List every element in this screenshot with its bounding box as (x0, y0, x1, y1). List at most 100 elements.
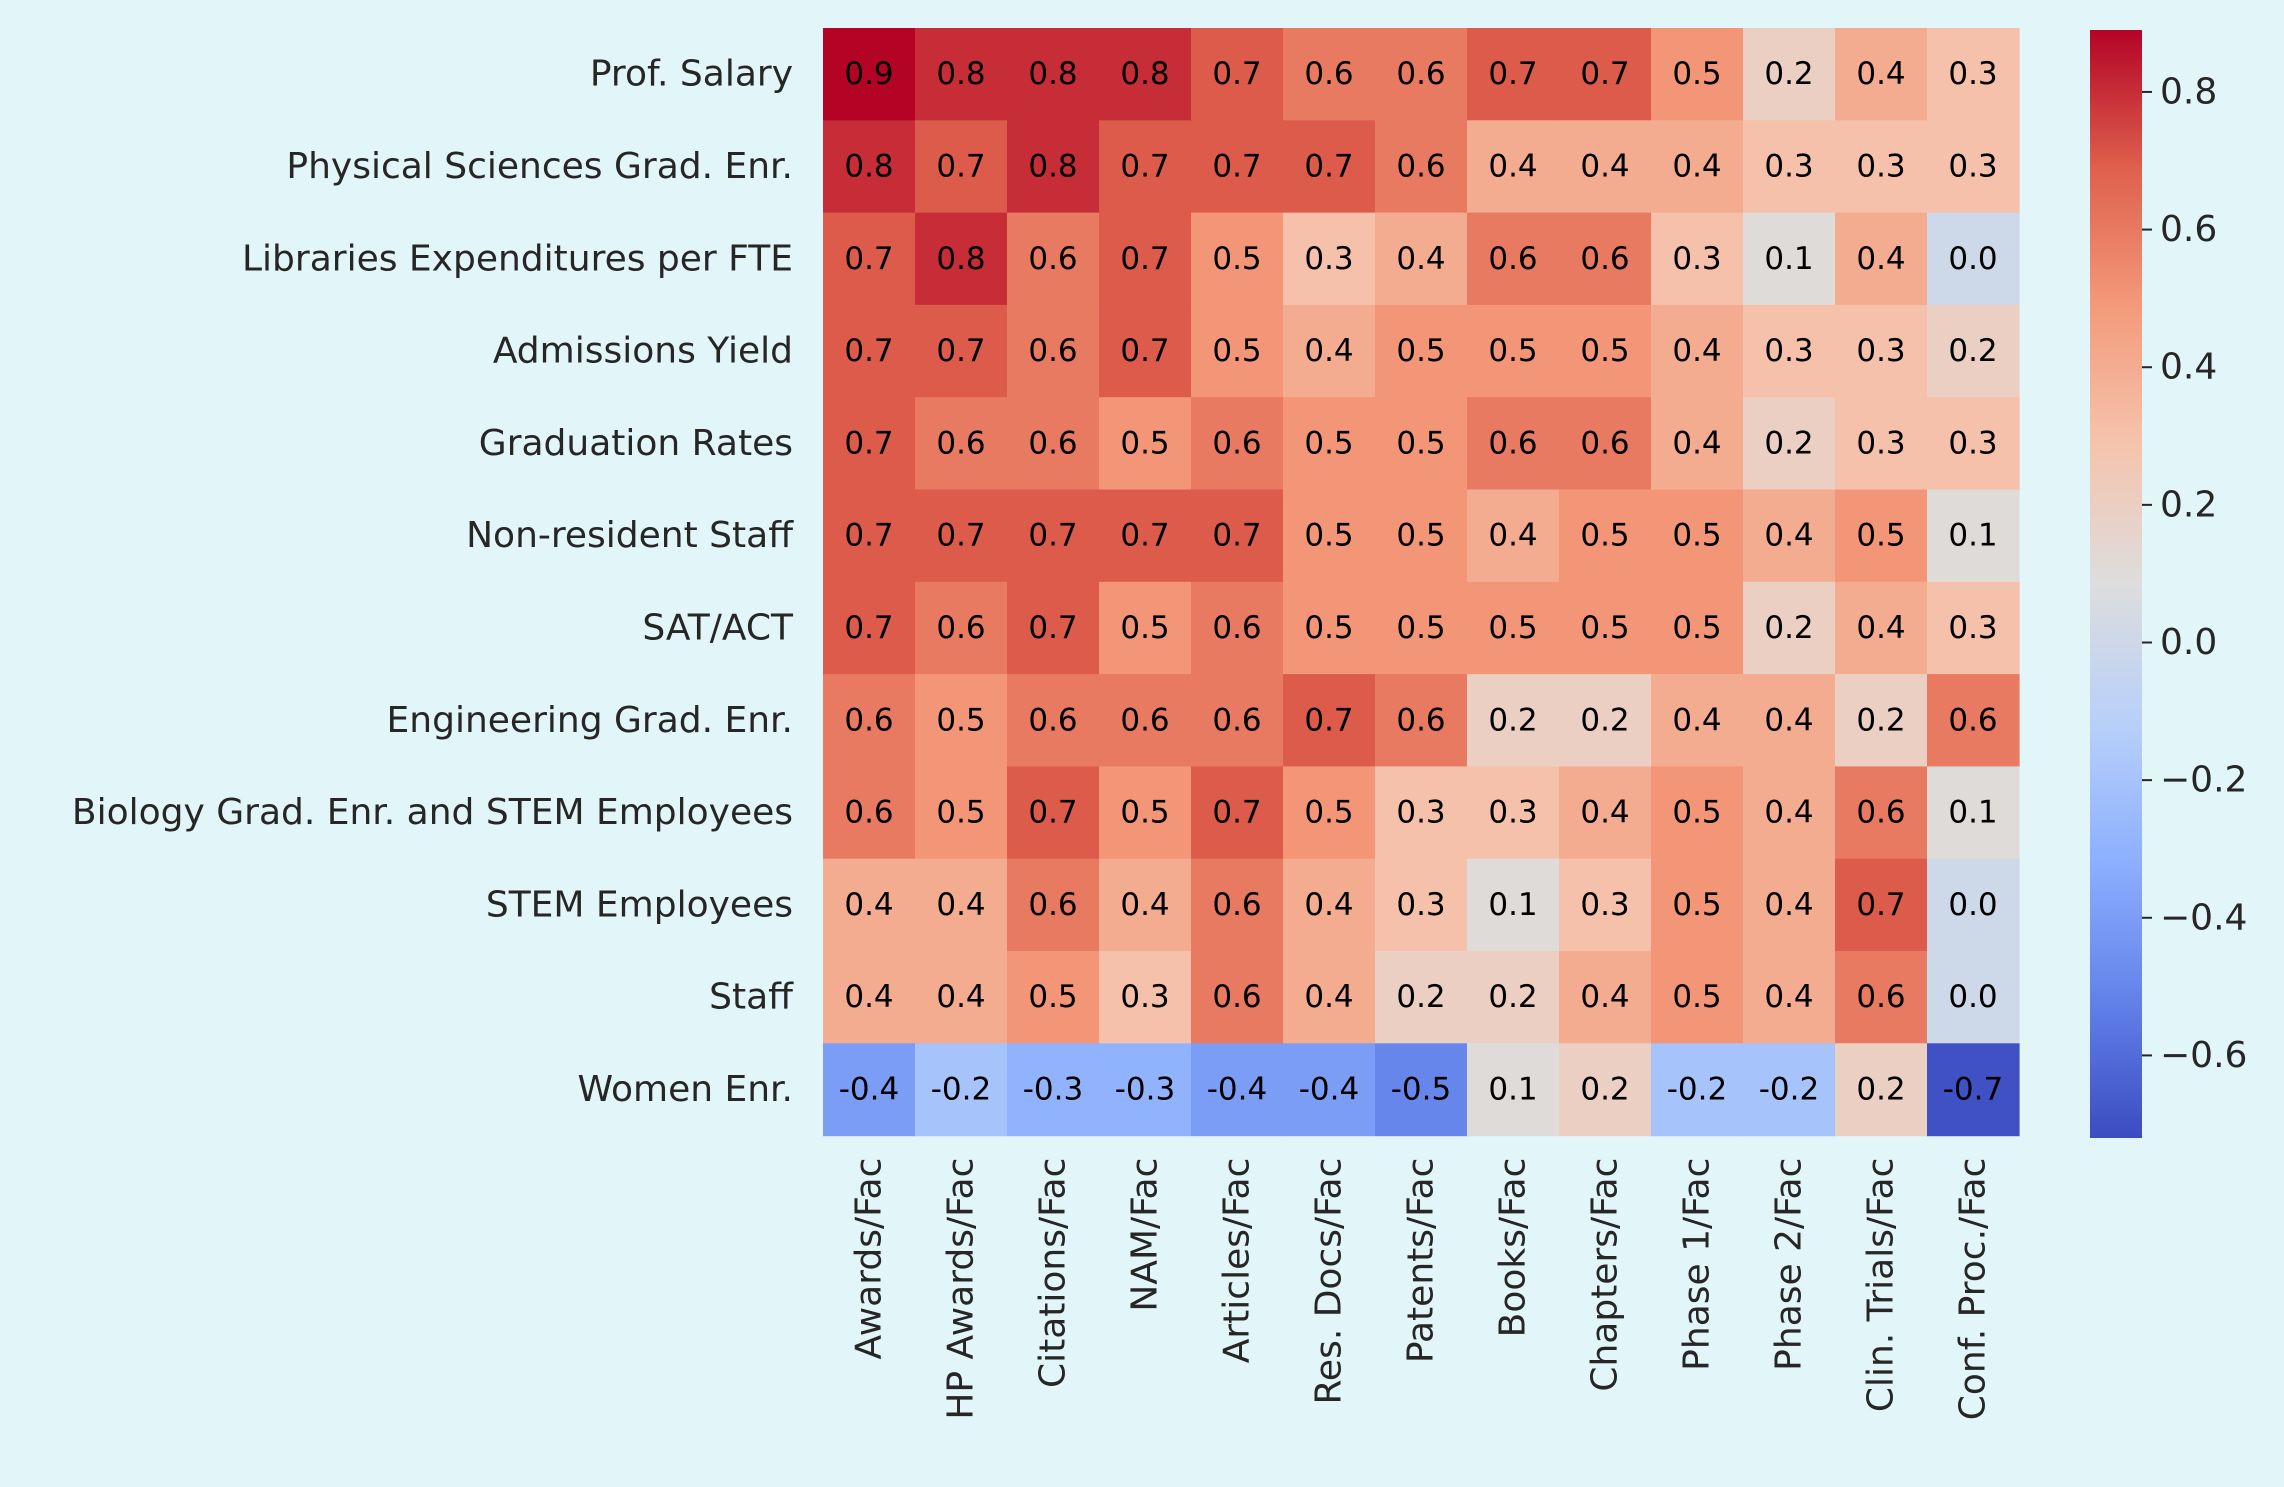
cell-value-label: 0.4 (1580, 148, 1629, 184)
heatmap-cell (915, 858, 1008, 952)
colorbar-tick-label: 0.8 (2160, 71, 2217, 112)
cell-value-label: 0.8 (1028, 56, 1077, 92)
cell-value-label: 0.3 (1396, 795, 1445, 831)
cell-value-label: 0.6 (1120, 702, 1169, 738)
cell-value-label: 0.6 (1028, 702, 1077, 738)
cell-value-label: 0.7 (1120, 333, 1169, 369)
cell-value-label: 0.3 (1948, 425, 1997, 461)
heatmap-cell (1835, 304, 1928, 398)
heatmap-cell (1927, 1043, 2020, 1137)
cell-value-label: 0.7 (1488, 56, 1537, 92)
colorbar-tick-label: 0.0 (2160, 622, 2217, 663)
cell-value-label: 0.5 (1856, 518, 1905, 554)
heatmap-cell (915, 766, 1008, 860)
cell-value-label: 0.8 (936, 56, 985, 92)
cell-value-label: 0.7 (1120, 518, 1169, 554)
heatmap-cell (1467, 304, 1560, 398)
cell-value-label: -0.2 (1667, 1071, 1728, 1107)
heatmap-cell (1007, 304, 1100, 398)
heatmap-cell (1467, 489, 1560, 583)
cell-value-label: 0.5 (1488, 610, 1537, 646)
cell-value-label: 0.7 (844, 518, 893, 554)
heatmap-cell (915, 397, 1008, 491)
cell-value-label: 0.5 (1304, 795, 1353, 831)
colorbar-ticks: 0.8 0.6 0.4 0.2 0.0 −0.2 −0.4 −0.6 (2142, 71, 2247, 1076)
heatmap-cell (1651, 674, 1744, 767)
cell-value-label: 0.6 (1856, 795, 1905, 831)
column-label: NAM/Fac (1125, 1158, 1166, 1312)
heatmap-cell (1651, 304, 1744, 398)
cell-value-label: -0.5 (1391, 1071, 1452, 1107)
heatmap-cell (1283, 766, 1376, 860)
heatmap-cell (915, 581, 1008, 675)
heatmap-cell (1099, 581, 1192, 675)
cell-value-label: 0.5 (1672, 795, 1721, 831)
cell-value-label: 0.8 (1028, 148, 1077, 184)
heatmap-cell (1191, 766, 1284, 860)
cell-value-label: 0.4 (1580, 795, 1629, 831)
cell-value-label: 0.4 (844, 887, 893, 923)
heatmap-cell (1007, 212, 1100, 306)
heatmap-cell (915, 120, 1008, 214)
cell-value-label: 0.8 (936, 241, 985, 277)
heatmap-cell (1191, 674, 1284, 767)
heatmap-cell (1559, 28, 1652, 121)
heatmap-cell (1191, 581, 1284, 675)
cell-value-label: 0.2 (1488, 702, 1537, 738)
cell-value-label: 0.4 (1304, 979, 1353, 1015)
heatmap-cell (1927, 489, 2020, 583)
cell-value-label: 0.3 (1764, 148, 1813, 184)
cell-value-label: 0.5 (1120, 795, 1169, 831)
cell-value-label: 0.4 (1764, 518, 1813, 554)
cell-value-label: 0.6 (1028, 425, 1077, 461)
heatmap-cell (1099, 28, 1192, 121)
heatmap-cell (1927, 674, 2020, 767)
colorbar-tick-label: −0.4 (2160, 897, 2247, 938)
heatmap-cell (1375, 120, 1468, 214)
cell-value-label: 0.3 (1488, 795, 1537, 831)
heatmap-cells (823, 28, 2020, 1137)
cell-value-label: 0.4 (1764, 795, 1813, 831)
heatmap-cell (1743, 581, 1836, 675)
heatmap-cell (1191, 489, 1284, 583)
heatmap-cell (1191, 951, 1284, 1044)
heatmap-cell (915, 304, 1008, 398)
heatmap-cell (1835, 120, 1928, 214)
heatmap-cell (823, 489, 916, 583)
row-label: Prof. Salary (590, 54, 793, 95)
colorbar-tick-label: 0.6 (2160, 209, 2217, 250)
heatmap-cell (823, 951, 916, 1044)
heatmap-cell (1099, 212, 1192, 306)
heatmap-cell (1467, 28, 1560, 121)
heatmap-cell (1927, 28, 2020, 121)
heatmap-cell (915, 212, 1008, 306)
heatmap-cell (823, 674, 916, 767)
cell-value-label: -0.4 (1299, 1071, 1360, 1107)
heatmap-cell (1375, 212, 1468, 306)
heatmap-cell (1467, 766, 1560, 860)
cell-value-label: 0.2 (1856, 1071, 1905, 1107)
cell-value-label: 0.8 (1120, 56, 1169, 92)
column-label: Res. Docs/Fac (1309, 1158, 1350, 1405)
heatmap-cell (1651, 489, 1744, 583)
heatmap-cell (1191, 858, 1284, 952)
row-label: Biology Grad. Enr. and STEM Employees (72, 792, 793, 833)
cell-value-label: 0.4 (844, 979, 893, 1015)
heatmap-cell (1835, 28, 1928, 121)
heatmap-cell (1651, 766, 1744, 860)
cell-value-label: 0.6 (1580, 425, 1629, 461)
cell-value-label: 0.4 (936, 887, 985, 923)
heatmap-cell (1375, 489, 1468, 583)
cell-value-label: 0.2 (1764, 610, 1813, 646)
column-label: Chapters/Fac (1585, 1158, 1626, 1392)
cell-value-label: 0.4 (1580, 979, 1629, 1015)
cell-value-label: 0.2 (1764, 425, 1813, 461)
cell-value-label: 0.2 (1948, 333, 1997, 369)
row-label: Libraries Expenditures per FTE (242, 238, 793, 279)
heatmap-cell (1743, 304, 1836, 398)
cell-value-label: 0.1 (1488, 887, 1537, 923)
heatmap-cell (823, 581, 916, 675)
heatmap-cell (1835, 766, 1928, 860)
colorbar: 0.8 0.6 0.4 0.2 0.0 −0.2 −0.4 −0.6 (2090, 30, 2247, 1138)
heatmap-cell (1375, 858, 1468, 952)
